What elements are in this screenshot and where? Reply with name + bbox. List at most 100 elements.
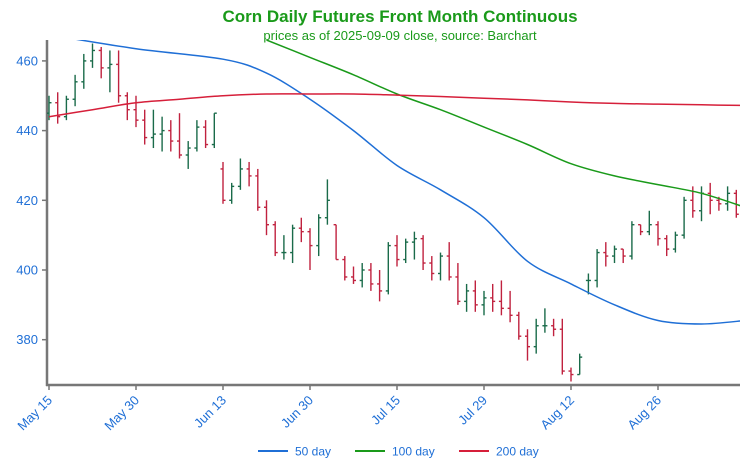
ohlc-bar: [655, 221, 661, 246]
ohlc-bar: [481, 290, 487, 316]
y-tick-label: 400: [16, 263, 38, 278]
ohlc-bar: [646, 210, 652, 236]
ohlc-bar: [394, 235, 400, 267]
ohlc-bar: [264, 200, 269, 236]
ohlc-bar: [420, 235, 426, 270]
ohlc-bar: [90, 43, 95, 68]
ohlc-bar: [142, 109, 148, 145]
legend-label: 100 day: [392, 445, 435, 459]
x-tick-label: Jul 29: [455, 393, 490, 428]
ohlc-bar: [507, 290, 513, 323]
ohlc-bar: [429, 256, 435, 281]
ohlc-bar: [168, 120, 174, 152]
chart-subtitle: prices as of 2025-09-09 close, source: B…: [263, 28, 537, 43]
ohlc-bar: [664, 235, 670, 257]
y-tick-label: 440: [16, 123, 38, 138]
ohlc-bar: [63, 95, 69, 121]
ohlc-bar: [516, 311, 522, 340]
ohlc-bar: [577, 353, 583, 376]
ohlc-bar: [455, 263, 461, 305]
ohlc-bar: [211, 112, 217, 149]
ma-line-100-day: [266, 40, 740, 207]
ohlc-bar: [638, 223, 644, 236]
ohlc-bar: [681, 196, 687, 239]
ohlc-bar: [185, 141, 191, 169]
ohlc-bar: [699, 186, 704, 222]
ma-line-50-day: [75, 40, 740, 325]
ohlc-bar: [359, 263, 365, 288]
ohlc-bar: [377, 270, 383, 302]
x-tick-label: Jun 13: [191, 393, 229, 431]
ohlc-bar: [351, 266, 356, 284]
ohlc-bar: [229, 182, 235, 204]
x-tick-label: Aug 26: [624, 393, 664, 433]
ohlc-bar: [368, 263, 374, 291]
ohlc-bar: [559, 318, 565, 375]
ohlc-bar: [98, 46, 104, 79]
x-tick-label: Jul 15: [368, 393, 403, 428]
ohlc-bar: [620, 248, 626, 264]
ohlc-bar: [707, 182, 713, 215]
ma-line-200-day: [48, 93, 740, 118]
ohlc-bar: [568, 367, 574, 382]
ohlc-bar: [464, 283, 470, 312]
ohlc-bar: [203, 120, 209, 149]
y-tick-label: 460: [16, 53, 38, 68]
ohlc-bar: [124, 92, 130, 121]
ohlc-bar: [603, 242, 609, 267]
legend-label: 200 day: [496, 445, 539, 459]
ohlc-bar: [542, 308, 548, 333]
legend-label: 50 day: [295, 445, 331, 459]
ohlc-bar: [281, 235, 287, 260]
ohlc-bar: [324, 179, 330, 225]
chart-title: Corn Daily Futures Front Month Continuou…: [222, 7, 578, 26]
x-tick-label: May 15: [14, 393, 55, 434]
ohlc-bar: [55, 92, 61, 124]
ohlc-bar: [533, 318, 539, 354]
ohlc-bar: [307, 228, 313, 270]
ohlc-bar: [385, 242, 391, 295]
ohlc-bar: [150, 109, 156, 149]
ohlc-bar: [72, 74, 78, 107]
x-tick-label: Aug 12: [537, 393, 577, 433]
x-tick-label: May 30: [101, 393, 142, 434]
ohlc-bar: [177, 113, 182, 159]
ohlc-bar: [159, 116, 165, 152]
ohlc-bar: [446, 242, 452, 281]
x-tick-label: Jun 30: [278, 393, 316, 431]
ohlc-bar: [672, 231, 678, 253]
ohlc-bar: [342, 256, 348, 281]
ohlc-bar: [612, 245, 617, 264]
y-tick-label: 380: [16, 332, 38, 347]
ohlc-bar: [272, 221, 278, 257]
ohlc-group: [47, 40, 748, 382]
ohlc-bar: [472, 280, 478, 312]
ohlc-bar: [237, 158, 243, 190]
ohlc-bar: [403, 238, 409, 264]
ohlc-bar: [255, 168, 261, 211]
ohlc-bar: [594, 249, 600, 288]
ohlc-bar: [585, 273, 591, 295]
ohlc-bar: [743, 190, 748, 214]
ohlc-bar: [107, 50, 113, 93]
ohlc-bar: [551, 318, 557, 337]
ohlc-bar: [411, 231, 417, 260]
ohlc-bar: [725, 186, 731, 211]
ohlc-bar: [290, 224, 296, 264]
ohlc-bar: [629, 221, 635, 260]
ohlc-bar: [116, 50, 122, 103]
ohlc-bar: [298, 217, 304, 243]
ohlc-bar: [490, 283, 496, 312]
ohlc-bar: [81, 53, 87, 89]
ohlc-bar: [438, 252, 443, 281]
ohlc-bar: [498, 280, 504, 316]
ohlc-bar: [333, 223, 339, 261]
ohlc-bar: [525, 329, 530, 361]
ohlc-bar: [246, 161, 252, 187]
ohlc-bar: [194, 120, 200, 152]
ohlc-bar: [220, 161, 226, 204]
y-tick-label: 420: [16, 193, 38, 208]
ohlc-bar: [133, 95, 139, 128]
